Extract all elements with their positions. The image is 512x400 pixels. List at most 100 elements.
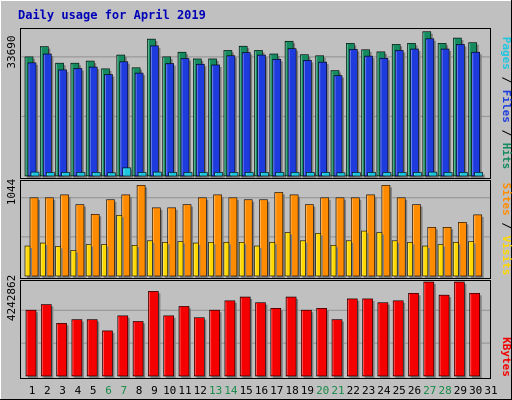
kbytes-bar-day-25 bbox=[392, 300, 406, 378]
sites-bar-day-13 bbox=[208, 241, 216, 278]
pages-bar-day-13 bbox=[214, 172, 225, 178]
kbytes-bar-day-8 bbox=[132, 321, 146, 378]
x-tick-label-day-6: 6 bbox=[105, 384, 112, 397]
sites-bar-day-7 bbox=[116, 215, 124, 278]
sites-bar-day-15 bbox=[238, 241, 247, 278]
files-bar-day-23 bbox=[364, 55, 375, 178]
kbytes-bar-day-2 bbox=[40, 304, 54, 378]
pages-bar-day-4 bbox=[76, 172, 87, 178]
legend-kbytes: KBytes bbox=[500, 337, 512, 377]
x-tick-label-day-8: 8 bbox=[136, 384, 143, 397]
files-bar-day-16 bbox=[257, 54, 268, 178]
kbytes-bar-day-21 bbox=[331, 319, 344, 378]
pages-bar-day-8 bbox=[137, 172, 149, 178]
x-tick-label-day-16: 16 bbox=[255, 384, 268, 397]
kbytes-bar-day-13 bbox=[209, 309, 222, 378]
files-bar-day-20 bbox=[318, 61, 329, 178]
sites-bar-day-16 bbox=[254, 245, 262, 278]
pages-bar-day-15 bbox=[244, 172, 256, 178]
kbytes-bar-day-5 bbox=[86, 319, 100, 378]
x-tick-label-day-26: 26 bbox=[408, 384, 421, 397]
pages-bar-day-17 bbox=[275, 172, 286, 178]
sites-bar-day-29 bbox=[453, 241, 461, 278]
sites-bar-day-5 bbox=[85, 244, 94, 278]
files-bar-day-1 bbox=[27, 62, 38, 178]
sites-bar-day-22 bbox=[345, 240, 354, 278]
x-tick-label-day-2: 2 bbox=[44, 384, 51, 397]
sites-bar-day-23 bbox=[361, 230, 369, 278]
kbytes-bar-day-22 bbox=[346, 298, 360, 378]
x-tick-label-day-31: 31 bbox=[484, 384, 497, 397]
sites-bar-day-1 bbox=[24, 245, 32, 278]
sites-bar-day-10 bbox=[162, 241, 170, 278]
files-bar-day-2 bbox=[42, 53, 54, 178]
sites-bar-day-6 bbox=[101, 244, 109, 278]
legend-files: Files bbox=[500, 90, 512, 123]
x-axis-labels: 1 2 3 4 5 6 7 8 9 10 11 12 13 14 15 16 17 18 19 20 21 22 23 24 2… bbox=[29, 384, 498, 397]
pages-bar-day-27 bbox=[428, 171, 439, 178]
pages-bar-day-12 bbox=[199, 172, 210, 178]
files-bar-day-27 bbox=[425, 38, 436, 178]
pages-bar-day-14 bbox=[229, 172, 240, 178]
pages-bar-day-21 bbox=[336, 172, 347, 178]
sites-bar-day-27 bbox=[422, 245, 430, 278]
pages-bar-day-7 bbox=[122, 167, 133, 178]
sites-bar-day-19 bbox=[300, 240, 308, 278]
kbytes-bar-day-16 bbox=[255, 302, 268, 378]
pages-bar-day-30 bbox=[474, 172, 485, 178]
kbytes-bar-day-6 bbox=[102, 330, 115, 378]
files-bar-day-21 bbox=[333, 75, 344, 178]
files-bar-day-19 bbox=[303, 60, 314, 179]
pages-bar-day-16 bbox=[260, 172, 271, 178]
pages-bar-day-26 bbox=[413, 172, 424, 178]
pages-bar-day-1 bbox=[30, 171, 41, 178]
kbytes-bar-day-15 bbox=[239, 296, 253, 378]
kbytes-bar-day-20 bbox=[316, 308, 329, 378]
bars-layer bbox=[24, 31, 485, 378]
kbytes-bar-day-24 bbox=[377, 302, 390, 378]
x-tick-label-day-20: 20 bbox=[316, 384, 329, 397]
sites-bar-day-30 bbox=[468, 241, 476, 278]
files-bar-day-25 bbox=[394, 50, 406, 178]
sites-bar-day-18 bbox=[284, 232, 293, 278]
x-tick-label-day-28: 28 bbox=[438, 384, 451, 397]
files-bar-day-10 bbox=[165, 63, 176, 178]
kbytes-bar-day-17 bbox=[270, 308, 283, 378]
x-tick-label-day-10: 10 bbox=[163, 384, 176, 397]
x-tick-label-day-25: 25 bbox=[393, 384, 406, 397]
kbytes-bar-day-10 bbox=[163, 315, 176, 378]
sites-bar-day-12 bbox=[193, 242, 201, 278]
kbytes-bar-day-7 bbox=[117, 315, 130, 378]
x-tick-label-day-13: 13 bbox=[209, 384, 222, 397]
sites-bar-day-28 bbox=[437, 244, 446, 278]
sites-bar-day-4 bbox=[70, 250, 78, 278]
kbytes-bar-day-11 bbox=[178, 306, 191, 378]
sites-bar-day-24 bbox=[376, 232, 384, 278]
kbytes-bar-day-9 bbox=[148, 291, 161, 378]
files-bar-day-28 bbox=[440, 48, 452, 178]
chart-title: Daily usage for April 2019 bbox=[18, 8, 206, 22]
kbytes-bar-day-28 bbox=[438, 294, 452, 378]
pages-bar-day-2 bbox=[45, 172, 57, 178]
files-bar-day-29 bbox=[456, 44, 467, 178]
sites-bar-day-11 bbox=[177, 241, 185, 278]
x-tick-label-day-18: 18 bbox=[285, 384, 298, 397]
legend-pages: Pages bbox=[500, 37, 512, 70]
legend-visits: Visits bbox=[500, 236, 512, 276]
kbytes-bar-day-1 bbox=[25, 309, 38, 378]
x-tick-label-day-19: 19 bbox=[301, 384, 314, 397]
pages-bar-day-20 bbox=[321, 172, 332, 178]
pages-bar-day-5 bbox=[91, 172, 103, 178]
kbytes-bar-day-4 bbox=[71, 319, 84, 378]
x-tick-label-day-14: 14 bbox=[224, 384, 238, 397]
files-bar-day-4 bbox=[73, 68, 84, 178]
x-tick-label-day-7: 7 bbox=[120, 384, 127, 397]
files-bar-day-22 bbox=[348, 49, 360, 178]
sites-bar-day-21 bbox=[330, 244, 338, 278]
kbytes-bar-day-3 bbox=[56, 323, 69, 378]
legend-hits: Hits bbox=[500, 143, 512, 170]
legend-sites-panel: Sites / Visits bbox=[500, 183, 512, 276]
files-bar-day-3 bbox=[58, 69, 69, 178]
pages-bar-day-9 bbox=[153, 171, 164, 178]
